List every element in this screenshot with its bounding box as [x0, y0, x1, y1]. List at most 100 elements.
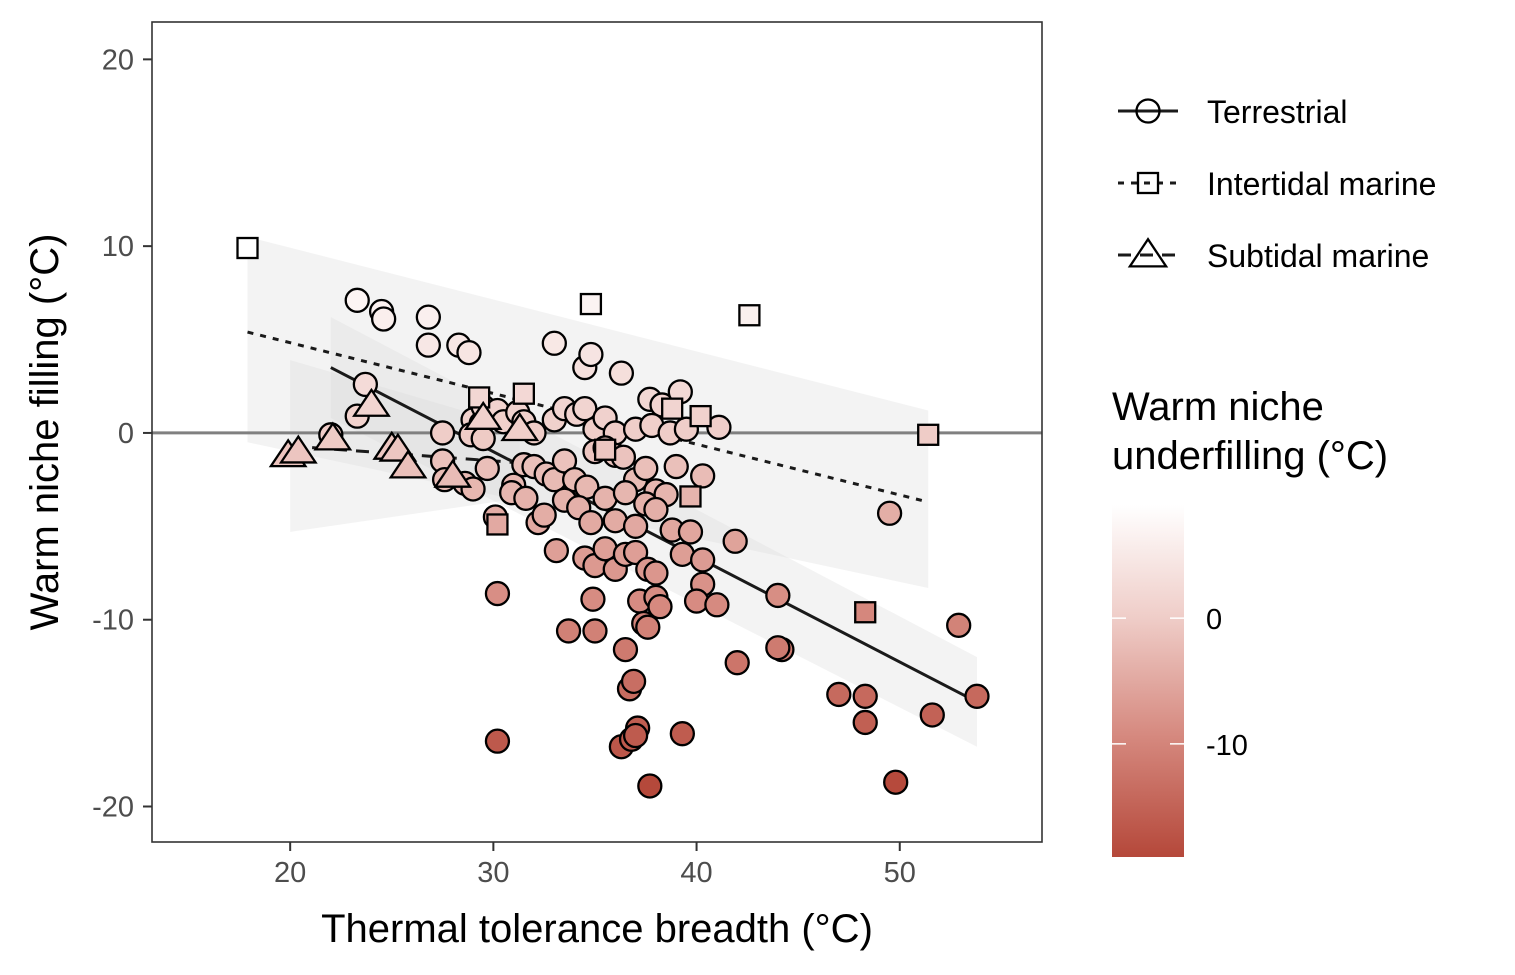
circle-point-38 [706, 414, 732, 440]
square-point-12 [593, 438, 617, 461]
square-point-4 [467, 386, 491, 409]
legend-label: Terrestrial [1207, 94, 1347, 130]
circle-point-7 [456, 339, 482, 366]
square-point-5 [512, 382, 535, 405]
colorbar [1112, 505, 1184, 857]
x-tick-label: 50 [884, 857, 916, 889]
circle-point-66 [513, 485, 539, 511]
circle-point-8 [541, 330, 567, 356]
triangle-point-2 [463, 400, 503, 430]
circle-point-40 [470, 425, 496, 452]
square-point-7 [689, 404, 712, 428]
circle-point-1 [344, 287, 370, 313]
circle-point-63 [663, 453, 689, 480]
square-point-11 [854, 601, 877, 624]
circle-point-114 [919, 702, 945, 728]
circle-point-111 [826, 681, 852, 708]
circle-point-45 [474, 455, 500, 482]
circle-point-95 [765, 582, 791, 609]
circle-point-93 [683, 588, 710, 614]
x-tick-label: 20 [274, 857, 306, 889]
circle-point-86 [622, 539, 649, 566]
circle-point-110 [765, 635, 791, 661]
circle-point-102 [582, 618, 608, 644]
circle-point-90 [690, 547, 716, 573]
circle-point-121 [622, 722, 649, 749]
triangle-point-10 [433, 458, 473, 488]
circle-point-77 [643, 496, 669, 523]
circle-point-60 [633, 455, 659, 482]
y-axis-title: Warm niche filling (°C) [23, 234, 67, 631]
color-legend: Warm niche underfilling (°C) 0 -10 [1112, 385, 1388, 857]
y-tick-label: 10 [102, 231, 134, 263]
colorbar-tick-label: 0 [1206, 604, 1222, 636]
legend-triangle-symbol [1127, 237, 1169, 268]
y-axis: -20 -10 0 10 20 [92, 44, 152, 824]
circle-point-71 [578, 509, 604, 536]
triangle-point-3 [500, 412, 540, 442]
square-point-2 [579, 292, 603, 316]
circle-point-116 [964, 683, 990, 709]
legend-entry-triangle: Subtidal marine [1118, 237, 1429, 274]
y-tick-label: 20 [102, 44, 134, 76]
x-tick-label: 40 [680, 857, 712, 889]
square-point-9 [486, 513, 509, 536]
circle-point-104 [635, 614, 661, 640]
circle-point-97 [580, 586, 606, 612]
circle-point-5 [415, 332, 441, 358]
legend-entry-circle: Terrestrial [1118, 94, 1347, 130]
circle-point-125 [883, 769, 909, 795]
data-points [236, 236, 990, 799]
circle-point-64 [690, 463, 716, 489]
circle-point-75 [622, 513, 649, 539]
circle-point-3 [370, 306, 397, 332]
square-point-3 [738, 304, 761, 327]
circle-point-105 [612, 636, 639, 663]
y-tick-label: -10 [92, 605, 134, 637]
colorbar-ticks: 0 -10 [1112, 604, 1248, 762]
legend-circle-symbol [1135, 98, 1161, 124]
x-tick-label: 30 [477, 857, 509, 889]
circle-point-91 [722, 528, 748, 554]
circle-point-124 [637, 773, 663, 799]
circle-point-18 [429, 420, 456, 446]
circle-point-79 [677, 519, 704, 545]
legend-square-symbol [1136, 171, 1160, 195]
circle-point-117 [876, 500, 903, 526]
legend-entry-square: Intertidal marine [1118, 166, 1436, 202]
square-point-10 [679, 485, 702, 508]
y-tick-label: 0 [118, 418, 134, 450]
circle-point-30 [572, 396, 598, 422]
legend-label: Subtidal marine [1207, 238, 1429, 274]
shape-legend: Terrestrial Intertidal marine Subtidal mar… [1118, 94, 1436, 274]
circle-point-107 [620, 668, 647, 695]
triangle-point-6 [313, 421, 353, 451]
x-axis: 20 30 40 50 [274, 842, 916, 889]
square-point-8 [917, 423, 940, 446]
y-tick-label: -20 [92, 792, 134, 824]
circle-point-100 [647, 593, 673, 620]
square-point-6 [661, 397, 684, 420]
circle-point-113 [852, 709, 878, 736]
colorbar-title-line2: underfilling (°C) [1112, 434, 1388, 478]
circle-point-101 [555, 618, 582, 644]
circle-point-74 [612, 480, 639, 506]
square-point-1 [236, 236, 259, 260]
circle-point-80 [543, 537, 570, 564]
circle-point-10 [578, 341, 604, 368]
circle-point-122 [669, 721, 695, 747]
circle-point-88 [643, 560, 669, 586]
circle-point-94 [704, 592, 730, 618]
circle-point-112 [852, 683, 878, 709]
colorbar-tick-label: -10 [1206, 730, 1248, 762]
circle-point-96 [484, 580, 511, 607]
circle-point-11 [608, 360, 635, 386]
triangle-point-9 [388, 449, 428, 479]
colorbar-title-line1: Warm niche [1112, 385, 1324, 429]
triangle-point-1 [352, 387, 391, 417]
circle-point-68 [531, 502, 557, 528]
x-axis-title: Thermal tolerance breadth (°C) [321, 907, 873, 951]
circle-point-4 [415, 304, 441, 330]
circle-point-108 [724, 650, 750, 676]
